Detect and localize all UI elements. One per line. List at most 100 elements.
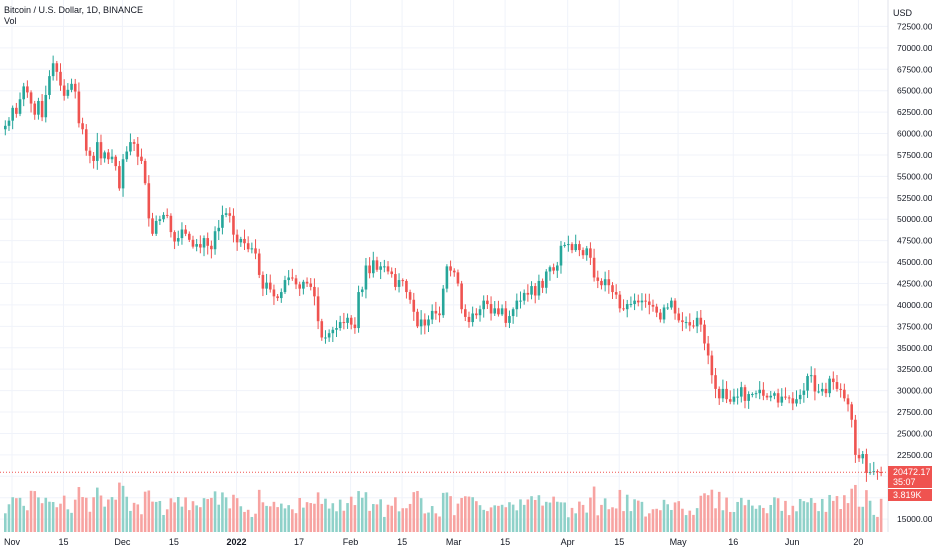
volume-bar	[239, 506, 243, 532]
volume-bar	[129, 510, 132, 532]
volume-bar	[15, 498, 18, 532]
candle-body	[342, 322, 346, 324]
bar-countdown: 35:07	[893, 477, 916, 488]
volume-bar	[66, 509, 70, 532]
x-tick-label: 20	[853, 537, 863, 547]
x-tick-label: Jun	[785, 537, 800, 547]
candle-body	[224, 213, 228, 215]
candle-body	[92, 155, 95, 161]
x-tick-label: 15	[59, 537, 69, 547]
candle-body	[280, 292, 283, 299]
candle-body	[740, 387, 743, 397]
candle-body	[188, 233, 191, 240]
candle-body	[408, 292, 412, 300]
volume-bar	[706, 495, 710, 532]
candle-body	[276, 296, 279, 299]
candle-body	[688, 322, 692, 326]
candle-body	[706, 343, 710, 356]
candle-body	[500, 308, 504, 315]
volume-bar	[736, 501, 739, 532]
y-tick-label: 55000.00	[897, 171, 932, 181]
candle-body	[430, 310, 434, 320]
last-volume-tag: 3.819K	[888, 489, 932, 502]
volume-bar	[412, 492, 416, 532]
candle-body	[383, 266, 386, 268]
candle-body	[158, 219, 162, 221]
candle-body	[802, 390, 806, 395]
volume-bar	[114, 499, 117, 532]
volume-bar	[162, 514, 165, 532]
candle-body	[114, 156, 117, 167]
volume-bar	[51, 501, 55, 532]
candle-body	[412, 299, 416, 312]
y-tick-label: 32500.00	[897, 364, 932, 374]
candle-body	[625, 304, 629, 310]
volume-bar	[324, 498, 327, 532]
candle-body	[780, 396, 784, 403]
candle-body	[636, 300, 640, 303]
x-tick-label: 16	[728, 537, 738, 547]
volume-bar	[625, 494, 629, 532]
volume-bar	[151, 501, 154, 532]
volume-bar	[434, 513, 438, 532]
candle-body	[522, 292, 526, 301]
volume-bar	[511, 504, 515, 532]
candle-body	[84, 129, 88, 151]
candle-body	[813, 375, 817, 392]
candle-body	[556, 265, 559, 271]
candle-body	[574, 244, 577, 251]
volume-bar	[438, 516, 441, 532]
candle-body	[449, 266, 452, 271]
candle-body	[313, 286, 316, 297]
candle-body	[180, 229, 184, 239]
price-axis: 72500.00 70000.00 67500.00 65000.00 62500.00…	[897, 21, 932, 524]
candle-body	[684, 322, 688, 324]
candle-body	[136, 143, 140, 157]
volume-bar	[213, 491, 217, 532]
volume-bar	[449, 496, 452, 532]
volume-bar	[4, 513, 7, 532]
candle-body	[199, 244, 202, 248]
volume-bar	[221, 492, 224, 532]
x-tick-label: Feb	[343, 537, 359, 547]
volume-bar	[48, 501, 51, 532]
candle-body	[559, 245, 563, 266]
volume-bar	[754, 508, 758, 532]
candle-body	[614, 292, 618, 295]
candle-body	[486, 300, 489, 305]
x-tick-label: 2022	[226, 537, 246, 547]
volume-bar	[519, 499, 522, 532]
candle-body	[184, 229, 187, 234]
candle-body	[291, 277, 294, 279]
candle-body	[140, 156, 143, 161]
candle-body	[820, 388, 824, 392]
volume-bar	[368, 510, 371, 532]
candle-body	[493, 308, 497, 314]
volume-bar	[765, 513, 769, 532]
volume-bar	[603, 498, 607, 532]
volume-bar	[121, 485, 125, 532]
candle-body	[250, 248, 254, 250]
volume-bar	[467, 496, 471, 532]
candle-body	[239, 238, 243, 243]
candle-body	[7, 120, 11, 126]
volume-bar	[364, 492, 368, 532]
volume-bar	[714, 508, 717, 532]
y-tick-label: 47500.00	[897, 236, 932, 246]
candle-body	[40, 100, 44, 118]
candle-body	[261, 274, 265, 289]
volume-bar	[659, 510, 662, 532]
volume-bars	[4, 482, 883, 532]
volume-bar	[276, 507, 279, 532]
volume-bar	[55, 507, 59, 532]
volume-bar	[773, 497, 776, 532]
candle-body	[246, 243, 250, 250]
candle-body	[460, 283, 463, 310]
candle-body	[659, 312, 662, 320]
volume-bar	[655, 508, 658, 532]
candle-body	[26, 86, 29, 93]
volume-bar	[265, 505, 268, 532]
time-axis: Nov 15 Dec 15 2022 17 Feb 15 Mar 15 Apr 15 May 16 Jun 2…	[4, 537, 863, 547]
candle-body	[88, 150, 92, 156]
